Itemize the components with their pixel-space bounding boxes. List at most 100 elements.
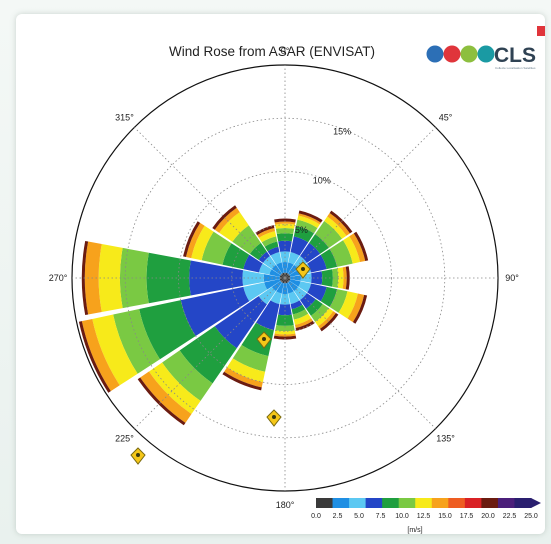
colorbar-swatch [382, 498, 400, 508]
wind-bar-segment [162, 350, 213, 401]
direction-label: 45° [439, 112, 453, 122]
wind-bar-segment [212, 205, 237, 230]
radial-tick-label: 15% [333, 126, 351, 136]
grid-spoke [134, 277, 286, 429]
location-marker [266, 409, 282, 427]
wind-bar-segment [257, 227, 276, 238]
wind-bar-segment [270, 251, 282, 265]
wind-bar-segment [332, 268, 339, 288]
wind-bar-segment [285, 277, 291, 279]
wind-bar-segment [285, 272, 288, 278]
direction-label: 135° [436, 434, 455, 444]
wind-bar-segment [214, 207, 240, 233]
wind-bar-segment [293, 225, 315, 243]
colorbar-unit-label: [m/s] [407, 527, 422, 534]
wind-bar-segment [224, 367, 263, 388]
wind-bar-segment [288, 281, 299, 292]
location-marker [130, 447, 146, 465]
wind-bar-segment [282, 262, 288, 273]
wind-bar-segment [318, 311, 336, 329]
wind-bar-segment [81, 318, 120, 392]
chart-panel: 0° 45° 90° 135° 180° 225° 270° 315° 5% 10% 15% Wi… [16, 14, 545, 534]
wind-bar-segment [139, 300, 196, 360]
location-marker [256, 331, 272, 349]
wind-bar-segment [148, 362, 201, 415]
colorbar-tick-label: 25.0 [524, 513, 538, 520]
wind-bar-segment [298, 281, 312, 293]
wind-bar-segment [329, 210, 353, 234]
wind-bar-segment [201, 231, 232, 265]
direction-labels: 0° 45° 90° 135° 180° 225° 270° 315° [49, 46, 520, 510]
colorbar-swatch [365, 498, 383, 508]
wind-bar-segment [292, 309, 309, 320]
wind-bar-segment [275, 325, 295, 332]
wind-bar-segment [345, 266, 350, 290]
wind-bar-segment [255, 300, 280, 331]
colorbar-tick-label: 5.0 [354, 513, 364, 520]
cls-logo: CLS Collecte Localisation Satellites [426, 26, 545, 70]
wind-bar-segment [273, 335, 297, 340]
wind-bar-segment [327, 213, 350, 236]
wind-bar-segment [352, 294, 368, 324]
wind-bar-segment [297, 215, 320, 228]
wind-bar-segment [321, 269, 333, 287]
colorbar-tick-label: 20.0 [481, 513, 495, 520]
wind-bar-segment [278, 304, 292, 316]
wind-bar-segment [307, 254, 327, 273]
wind-bar-segment [113, 308, 160, 374]
colorbar-swatch [497, 498, 515, 508]
wind-bar-segment [288, 291, 300, 305]
colorbar-extension [531, 498, 541, 508]
wind-bar-segment [282, 283, 288, 294]
wind-bar-segment [271, 264, 282, 275]
direction-label: 270° [49, 273, 68, 283]
wind-bar-segment [249, 242, 267, 260]
wind-bar-segment [307, 283, 327, 302]
colorbar-tick-label: 0.0 [311, 513, 321, 520]
wind-bar-segment [343, 236, 361, 264]
wind-bar-segment [258, 263, 272, 275]
grid-ring [178, 171, 392, 385]
logo-text: CLS [494, 44, 536, 67]
colorbar-swatch [448, 498, 466, 508]
wind-bar-segment [315, 220, 343, 248]
wind-bar-segment [276, 282, 284, 294]
colorbar-swatch [514, 498, 532, 508]
wind-bar-segment [288, 251, 300, 265]
wind-bar-segment [347, 293, 365, 323]
colorbar-tick-label: 12.5 [417, 513, 431, 520]
wind-bar-segment [226, 358, 266, 383]
wind-bar-segment [290, 236, 309, 256]
wind-bar-segment [294, 318, 313, 329]
colorbar-swatch [316, 498, 334, 508]
colorbar-swatch [481, 498, 499, 508]
logo-dot-teal [477, 45, 495, 63]
wind-bar-segment [243, 282, 268, 302]
direction-label: 90° [505, 273, 519, 283]
wind-bar-segment [276, 314, 294, 326]
wind-bar-segment [98, 244, 123, 312]
wind-bar-segment [289, 279, 301, 287]
wind-bar-segment [243, 254, 263, 273]
wind-bar-segment [342, 266, 347, 290]
wind-bar-segment [84, 241, 102, 315]
colorbar-tick-label: 22.5 [503, 513, 517, 520]
wind-bar-segment [270, 291, 282, 305]
radial-labels: 5% 10% 15% [295, 126, 351, 234]
wind-bar-segment [137, 377, 186, 426]
wind-rose-bars [78, 205, 369, 426]
grid-spoke [284, 127, 436, 279]
wind-bar-segment [222, 243, 250, 270]
wind-bar-segment [290, 275, 301, 281]
location-marker [295, 261, 311, 279]
wind-bar-segment [275, 223, 295, 229]
wind-bar-segment [284, 272, 286, 278]
wind-bar-segment [353, 231, 369, 261]
wind-bar-segment [279, 278, 285, 281]
wind-bar-segment [267, 246, 280, 256]
wind-bar-segment [284, 278, 286, 284]
wind-bar-segment [279, 277, 285, 279]
wind-bar-segment [282, 278, 285, 284]
wind-bar-segment [232, 344, 269, 372]
logo-corner-badge [537, 26, 545, 36]
